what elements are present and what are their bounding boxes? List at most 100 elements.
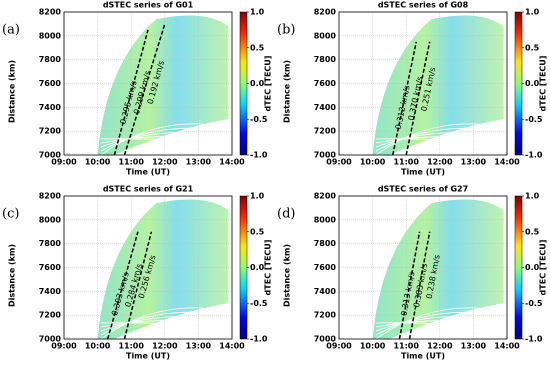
colorbar-tick-label: -0.5 — [525, 299, 543, 308]
colorbar-tick-label: -0.5 — [525, 115, 543, 124]
coverage-arc — [100, 138, 224, 144]
colorbar — [239, 195, 248, 340]
plot-frame — [338, 195, 508, 340]
front-line — [408, 231, 431, 340]
x-tick-label: 13:00 — [186, 158, 212, 167]
x-tick-label: 10:00 — [85, 342, 111, 351]
colorbar-tick-label: -1.0 — [525, 151, 543, 160]
plot-frame — [63, 195, 233, 340]
colorbar-tick-label: 0.5 — [250, 43, 265, 52]
panel: 7000 7200 7400 7600 7800 8000 8200 09:00 10:00 11… — [277, 185, 548, 361]
x-tick-label: 11:00 — [393, 342, 419, 351]
coverage-arc — [100, 123, 224, 156]
colorbar-tick-label: 1.0 — [525, 192, 540, 201]
coverage-arc — [375, 132, 499, 148]
y-tick-label: 7800 — [314, 55, 337, 64]
colorbar — [514, 11, 523, 156]
colorbar-tick-label: -1.0 — [250, 151, 268, 160]
x-tick-label: 12:00 — [427, 158, 453, 167]
y-tick-label: 7600 — [39, 79, 62, 88]
y-axis-label: Distance (km) — [283, 60, 292, 123]
y-tick-label: 7400 — [314, 103, 337, 112]
x-tick-label: 14:00 — [494, 158, 520, 167]
chart-title: dSTEC series of G01 — [103, 1, 194, 10]
y-tick-label: 8200 — [39, 8, 62, 17]
chart-title: dSTEC series of G08 — [378, 1, 469, 10]
coverage-arc — [375, 322, 499, 328]
coverage-arc — [375, 320, 499, 328]
x-tick-label: 12:00 — [152, 342, 178, 351]
y-tick-label: 7600 — [314, 79, 337, 88]
y-tick-label: 7200 — [314, 311, 337, 320]
front-line — [405, 41, 431, 156]
coverage-arc — [100, 127, 224, 152]
colorbar — [239, 11, 248, 156]
front-line — [123, 231, 153, 340]
x-axis-label: Time (UT) — [401, 352, 445, 361]
y-tick-label: 7800 — [314, 239, 337, 248]
x-tick-label: 12:00 — [152, 158, 178, 167]
data-coverage — [372, 15, 504, 156]
y-tick-label: 7200 — [39, 311, 62, 320]
panel-label: (b) — [277, 23, 295, 38]
panel: 7000 7200 7400 7600 7800 8000 8200 09:00 10:00 11… — [2, 185, 273, 361]
y-tick-label: 7000 — [314, 335, 337, 344]
data-coverage — [372, 199, 504, 339]
y-axis-label: Distance (km) — [8, 60, 17, 123]
y-tick-label: 7000 — [39, 151, 62, 160]
colorbar-tick-label: 0.5 — [525, 43, 540, 52]
y-tick-label: 7800 — [39, 239, 62, 248]
plot-frame — [338, 11, 508, 156]
coverage-arc — [100, 322, 224, 328]
x-tick-label: 14:00 — [494, 342, 520, 351]
y-tick-label: 7400 — [314, 287, 337, 296]
coverage-arc — [375, 311, 499, 336]
coverage-arc — [375, 307, 499, 340]
x-tick-label: 10:00 — [360, 342, 386, 351]
colorbar-label: dTEC [TECU] — [264, 56, 273, 112]
front-line — [113, 29, 149, 156]
y-tick-label: 7200 — [39, 127, 62, 136]
colorbar-label: dTEC [TECU] — [264, 240, 273, 296]
chart-title: dSTEC series of G27 — [378, 185, 468, 194]
y-tick-label: 8000 — [39, 31, 62, 40]
x-tick-label: 13:00 — [461, 342, 487, 351]
panel-label: (a) — [2, 23, 20, 38]
coverage-arc — [375, 136, 499, 144]
x-tick-label: 09:00 — [326, 158, 352, 167]
front-line — [392, 41, 418, 156]
panel-label: (c) — [2, 207, 19, 222]
colorbar-tick-label: -0.5 — [250, 299, 268, 308]
x-tick-label: 14:00 — [219, 158, 245, 167]
colorbar-tick-label: 0.5 — [525, 227, 540, 236]
x-tick-label: 10:00 — [360, 158, 386, 167]
panel-label: (d) — [277, 207, 295, 222]
colorbar-tick-label: 0.0 — [250, 263, 265, 272]
front-line — [123, 23, 166, 156]
colorbar-tick-label: -1.0 — [250, 335, 268, 344]
y-axis-label: Distance (km) — [8, 244, 17, 307]
y-tick-label: 7600 — [39, 263, 62, 272]
front-line — [398, 231, 421, 340]
coverage-arc — [100, 136, 224, 144]
y-tick-label: 7400 — [39, 103, 62, 112]
colorbar-tick-label: -1.0 — [525, 335, 543, 344]
y-tick-label: 8200 — [314, 8, 337, 17]
colorbar-tick-label: 0.0 — [525, 79, 540, 88]
colorbar-tick-label: 1.0 — [525, 8, 540, 17]
y-tick-label: 7000 — [39, 335, 62, 344]
y-tick-label: 7200 — [314, 127, 337, 136]
x-axis-label: Time (UT) — [126, 352, 170, 361]
x-axis-label: Time (UT) — [126, 168, 170, 177]
y-tick-label: 7800 — [39, 55, 62, 64]
panel: 7000 7200 7400 7600 7800 8000 8200 09:00 10:00 11… — [277, 1, 548, 177]
y-tick-label: 8000 — [314, 215, 337, 224]
colorbar — [514, 195, 523, 340]
panel: 7000 7200 7400 7600 7800 8000 8200 09:00 10:00 11… — [2, 1, 273, 177]
x-axis-label: Time (UT) — [401, 168, 445, 177]
colorbar-label: dTEC [TECU] — [539, 240, 548, 296]
y-tick-label: 8200 — [314, 192, 337, 201]
coverage-arc — [100, 132, 224, 148]
front-line — [106, 231, 139, 340]
